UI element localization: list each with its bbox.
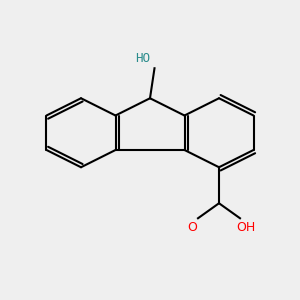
Text: O: O bbox=[187, 221, 197, 234]
Text: OH: OH bbox=[236, 221, 256, 234]
Text: HO: HO bbox=[135, 52, 150, 65]
